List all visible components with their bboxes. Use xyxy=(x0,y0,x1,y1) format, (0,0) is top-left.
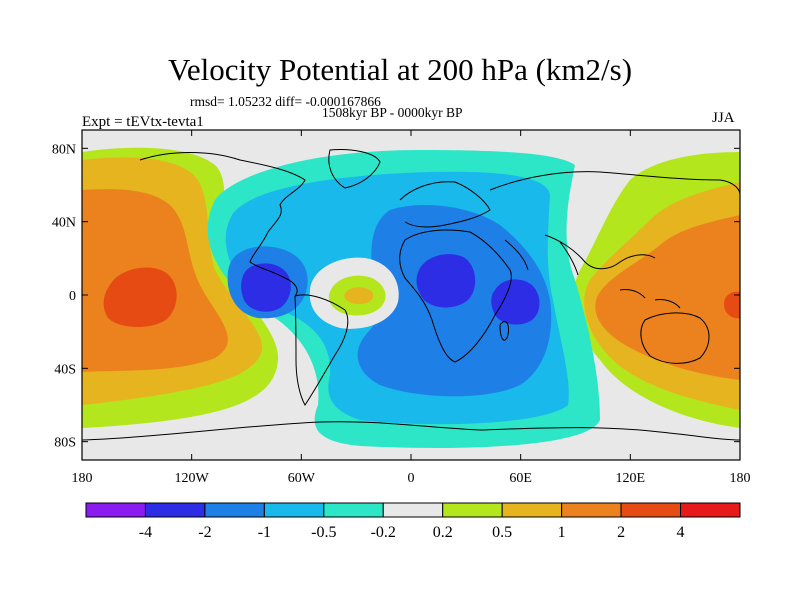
colorbar-label: -0.5 xyxy=(311,524,336,541)
colorbar-swatch xyxy=(85,502,146,518)
colorbar-swatch xyxy=(561,502,622,518)
colorbar-label: 0.5 xyxy=(492,524,512,541)
y-tick-label: 80S xyxy=(54,436,76,451)
x-tick-label: 120W xyxy=(175,471,210,486)
colorbar-swatch xyxy=(382,502,444,518)
colorbar-label: -1 xyxy=(258,524,271,541)
x-tick-label: 120E xyxy=(616,471,646,486)
colorbar-swatch xyxy=(323,502,384,518)
x-tick-label: 60E xyxy=(509,471,532,486)
colorbar-swatch xyxy=(680,502,741,518)
contour-pacific-2 xyxy=(103,267,177,327)
coastline-africa xyxy=(399,229,512,363)
colorbar-label: 0.2 xyxy=(433,524,453,541)
colorbar-swatch xyxy=(144,502,206,518)
coastline-europe xyxy=(399,181,491,228)
coastline-south-america xyxy=(294,294,349,406)
y-tick-label: 0 xyxy=(69,289,76,304)
x-tick-label: 180 xyxy=(730,471,751,486)
contour-samerica-1 xyxy=(344,287,374,304)
y-tick-label: 80N xyxy=(52,142,76,157)
colorbar-label: -0.2 xyxy=(371,524,396,541)
experiment-label: Expt = tEVtx-tevta1 xyxy=(82,114,204,130)
contour-negative-2-americas xyxy=(241,263,291,312)
colorbar-label: 4 xyxy=(677,524,685,541)
colorbar-swatch xyxy=(501,502,563,518)
coastline-north-america xyxy=(139,152,306,297)
colorbar-label: -4 xyxy=(139,524,152,541)
x-tick-label: 60W xyxy=(288,471,316,486)
coastline-asia xyxy=(489,171,740,270)
contour-maritime-2 xyxy=(723,291,740,319)
x-tick-label: 0 xyxy=(408,471,415,486)
coastline-maritime-continent xyxy=(619,289,681,309)
coastline-greenland xyxy=(328,149,381,189)
colorbar-swatch xyxy=(620,502,682,518)
colorbar-swatch xyxy=(204,502,265,518)
period-text: 1508kyr BP - 0000kyr BP xyxy=(322,105,463,120)
colorbar-swatch xyxy=(263,502,325,518)
contour-maritime-1 xyxy=(595,215,740,380)
axes: 180 120W 60W 0 60E 120E 180 80N 40N 0 40S 80S xyxy=(52,130,751,486)
coastlines xyxy=(82,149,740,441)
season-label: JJA xyxy=(712,110,735,126)
colorbar-label: 1 xyxy=(558,524,566,541)
colorbar: -4 -2 -1 -0.5 -0.2 0.2 0.5 1 2 4 xyxy=(85,502,741,541)
coastline-madagascar xyxy=(499,321,509,341)
contour-negative-2-africa xyxy=(416,254,476,308)
colorbar-swatch xyxy=(442,502,503,518)
colorbar-label: 2 xyxy=(617,524,625,541)
colorbar-label: -2 xyxy=(198,524,211,541)
chart-title: Velocity Potential at 200 hPa (km2/s) xyxy=(167,52,633,87)
coastline-arabia-india xyxy=(504,239,579,276)
stats-text: rmsd= 1.05232 diff= -0.000167866 xyxy=(190,94,381,109)
coastline-antarctica xyxy=(82,421,740,441)
coastline-australia xyxy=(640,312,710,364)
contour-field xyxy=(82,130,740,460)
contour-negative-2-indian xyxy=(491,279,540,325)
y-tick-label: 40N xyxy=(52,216,76,231)
x-tick-label: 180 xyxy=(72,471,93,486)
y-tick-label: 40S xyxy=(54,362,76,377)
